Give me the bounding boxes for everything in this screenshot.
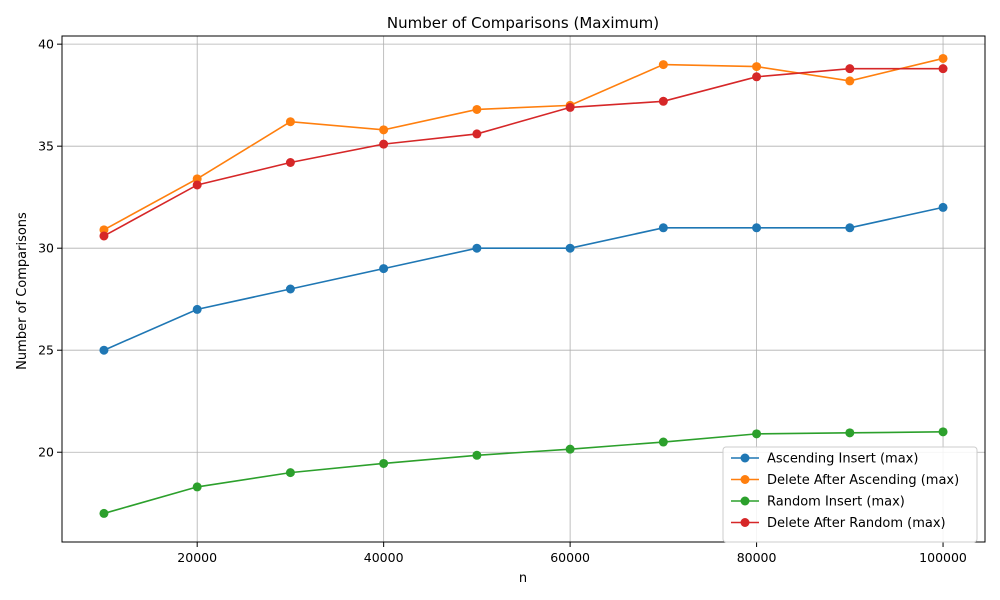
- data-point: [472, 129, 482, 139]
- y-tick-label: 30: [38, 241, 54, 256]
- data-point: [285, 468, 295, 478]
- data-point: [99, 345, 109, 355]
- x-tick-label: 100000: [919, 550, 967, 565]
- data-point: [938, 427, 948, 437]
- x-tick-label: 20000: [177, 550, 217, 565]
- series-line: [103, 431, 944, 515]
- series-random-insert-max: [99, 427, 948, 518]
- data-point: [752, 72, 762, 82]
- data-point: [379, 125, 389, 135]
- legend-marker: [740, 475, 750, 484]
- series-delete-after-random-max: [99, 64, 948, 241]
- data-point: [379, 264, 389, 274]
- data-point: [752, 62, 762, 72]
- legend-label: Delete After Random (max): [767, 516, 946, 531]
- data-point: [285, 158, 295, 167]
- data-point: [938, 53, 948, 63]
- series-delete-after-ascending-max: [99, 53, 948, 235]
- legend-box: [722, 446, 978, 543]
- data-point: [658, 60, 668, 70]
- legend-marker: [740, 518, 750, 527]
- data-point: [565, 243, 575, 253]
- legend-marker: [740, 453, 750, 463]
- data-point: [938, 202, 948, 212]
- series-layer: [99, 53, 948, 518]
- y-axis: 20 25 30 35 40: [38, 37, 62, 460]
- legend-label: Delete After Ascending (max): [767, 473, 959, 488]
- data-point: [845, 223, 855, 233]
- legend-item: Random Insert (max): [731, 495, 905, 510]
- data-point: [938, 64, 948, 74]
- y-tick-label: 20: [38, 445, 54, 460]
- data-point: [845, 64, 855, 74]
- data-point: [379, 458, 389, 468]
- data-point: [379, 139, 389, 149]
- data-point: [99, 508, 109, 518]
- data-point: [99, 231, 109, 241]
- y-tick-label: 40: [38, 37, 54, 52]
- legend-item: Delete After Ascending (max): [731, 473, 959, 488]
- x-axis: 20000 40000 60000 80000 100000: [177, 542, 967, 565]
- data-point: [658, 437, 668, 447]
- series-line: [103, 67, 944, 237]
- x-tick-label: 80000: [737, 550, 777, 565]
- data-point: [658, 223, 668, 233]
- y-tick-label: 35: [38, 139, 54, 154]
- chart-title: Number of Comparisons (Maximum): [387, 14, 659, 32]
- data-point: [752, 223, 762, 233]
- legend-item: Ascending Insert (max): [731, 452, 918, 467]
- legend-label: Ascending Insert (max): [767, 452, 918, 467]
- data-point: [845, 428, 855, 438]
- y-tick-label: 25: [38, 343, 54, 358]
- series-line: [103, 206, 944, 351]
- data-point: [845, 76, 855, 86]
- data-point: [658, 96, 668, 106]
- data-point: [565, 102, 575, 112]
- legend-label: Random Insert (max): [767, 495, 905, 510]
- x-tick-label: 60000: [550, 550, 590, 565]
- series-ascending-insert-max: [99, 202, 948, 355]
- data-point: [285, 117, 295, 127]
- y-axis-title: Number of Comparisons: [15, 212, 30, 370]
- x-tick-label: 40000: [364, 550, 404, 565]
- data-point: [192, 180, 202, 190]
- data-point: [472, 450, 482, 460]
- data-point: [192, 482, 202, 492]
- data-point: [565, 444, 575, 454]
- plot-frame: [61, 35, 986, 543]
- legend: Ascending Insert (max) Delete After Ascen…: [722, 446, 978, 543]
- data-point: [752, 429, 762, 439]
- data-point: [285, 284, 295, 294]
- data-point: [472, 104, 482, 114]
- data-point: [472, 243, 482, 253]
- data-point: [192, 304, 202, 314]
- legend-marker: [740, 496, 750, 506]
- series-line: [103, 57, 944, 231]
- x-axis-title: n: [519, 571, 527, 586]
- legend-item: Delete After Random (max): [731, 516, 946, 531]
